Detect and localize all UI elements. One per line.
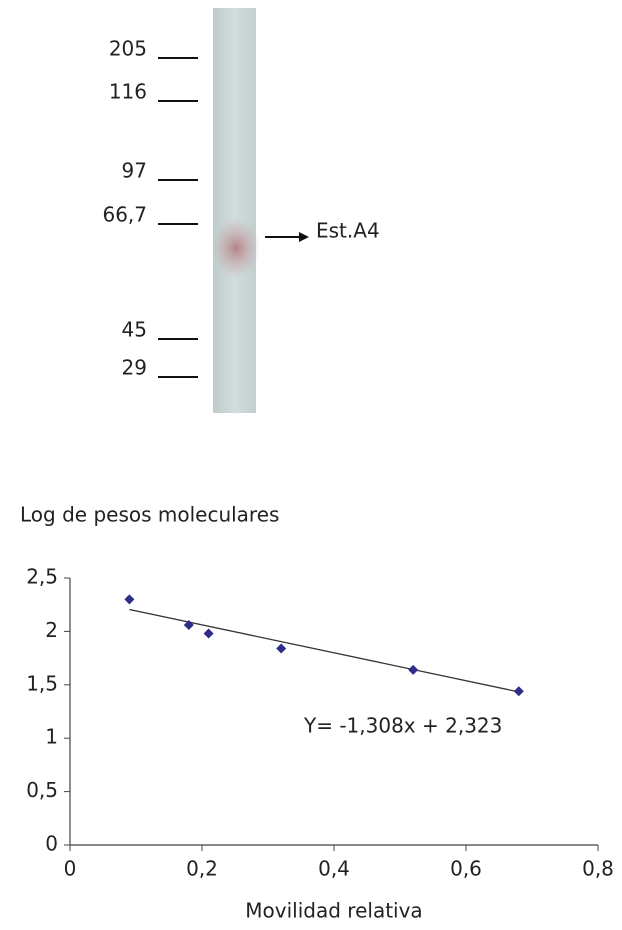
y-tick-label: 1,5 (26, 671, 58, 695)
gel-band (212, 218, 260, 278)
y-tick-label: 2,5 (26, 565, 58, 589)
y-tick-label: 0 (45, 832, 58, 856)
point (276, 643, 286, 653)
y-tick-label: 0,5 (26, 778, 58, 802)
point (408, 665, 418, 675)
marker-label: 205 (109, 37, 147, 61)
x-tick-label: 0,6 (450, 857, 482, 881)
arrow-head (299, 232, 309, 242)
point (124, 594, 134, 604)
band-label: Est.A4 (316, 219, 380, 243)
x-axis-title: Movilidad relativa (245, 899, 422, 923)
x-tick-label: 0,2 (186, 857, 218, 881)
x-tick-label: 0 (64, 857, 77, 881)
figure: Est.A4 Log de pesos moleculares Movilida… (0, 0, 622, 926)
marker-label: 45 (122, 318, 147, 342)
marker-label: 116 (109, 80, 147, 104)
point (514, 686, 524, 696)
marker-label: 29 (122, 356, 147, 380)
x-tick-label: 0,8 (582, 857, 614, 881)
point (204, 629, 214, 639)
gel-lane (213, 8, 256, 413)
y-tick-label: 1 (45, 725, 58, 749)
equation: Y= -1,308x + 2,323 (303, 714, 502, 738)
x-tick-label: 0,4 (318, 857, 350, 881)
y-axis-title: Log de pesos moleculares (20, 503, 279, 527)
marker-label: 97 (122, 159, 147, 183)
y-tick-label: 2 (45, 618, 58, 642)
marker-label: 66,7 (102, 203, 147, 227)
